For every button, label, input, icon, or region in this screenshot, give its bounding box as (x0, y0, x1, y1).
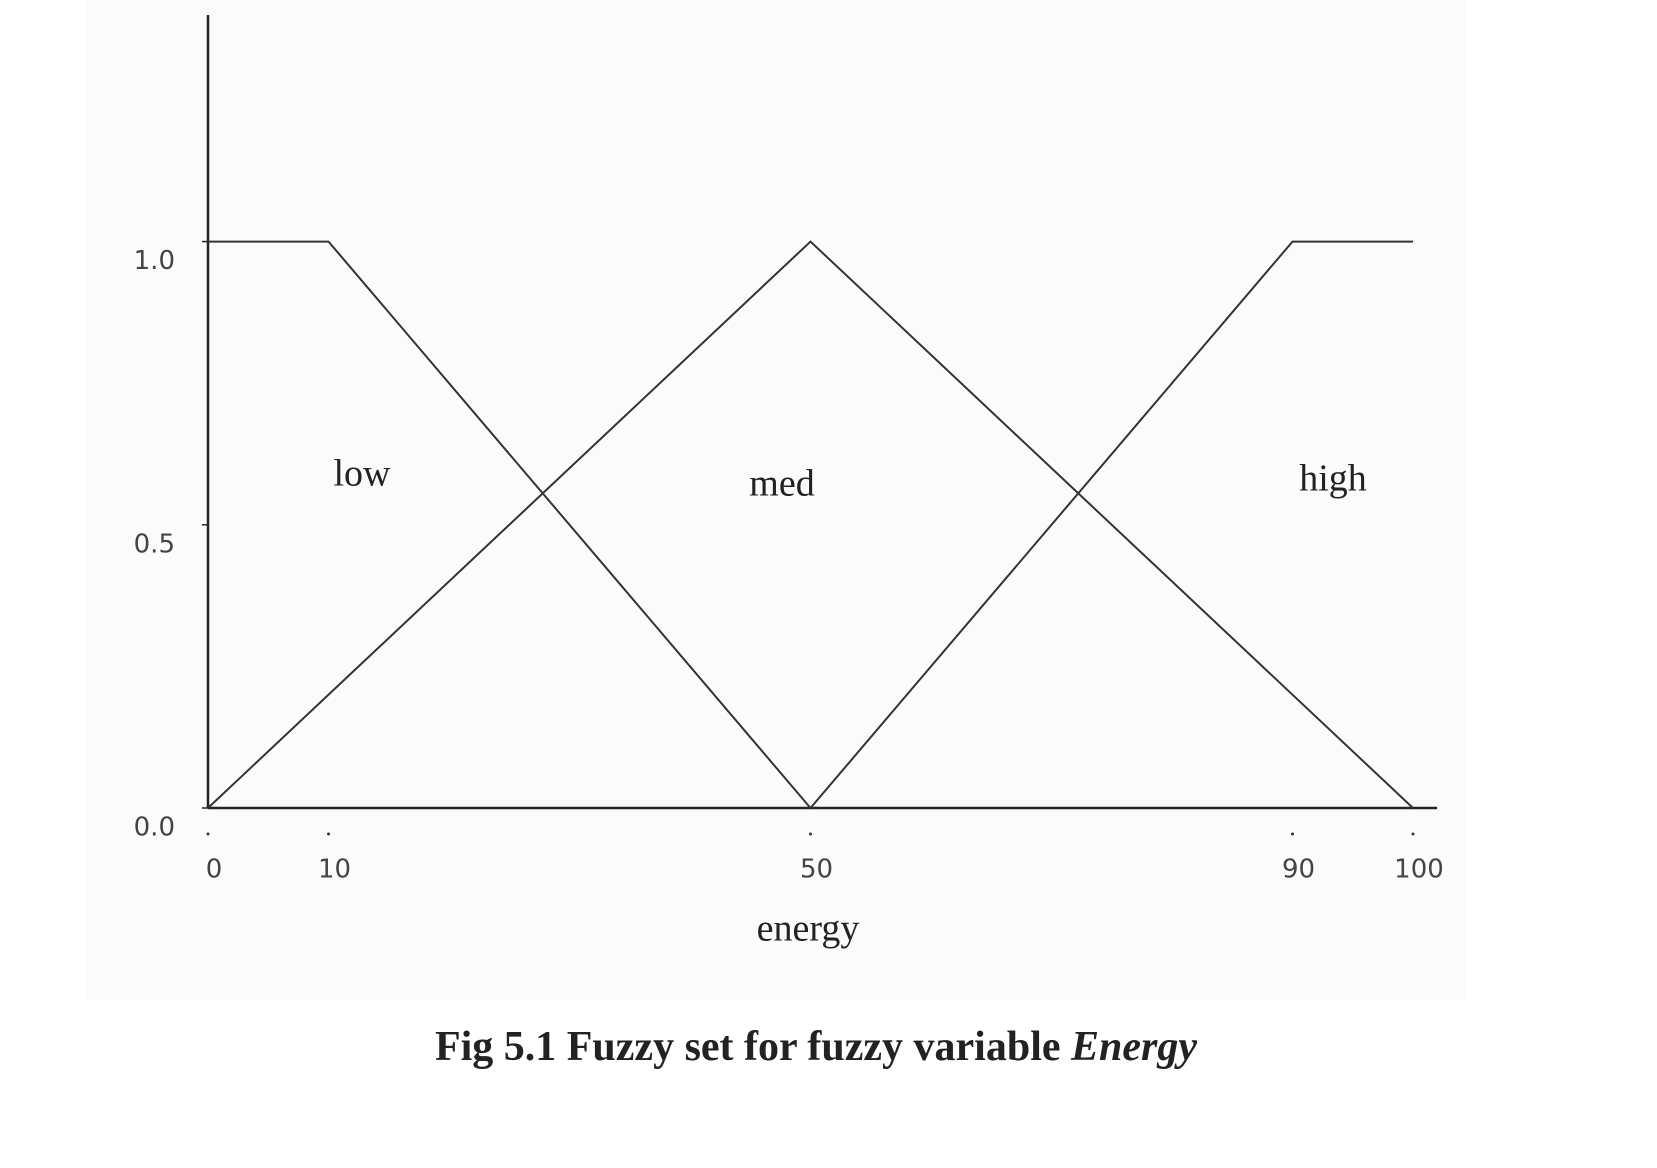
series-label: high (1299, 458, 1367, 500)
series-label: low (334, 453, 392, 495)
x-tick-label: 90 (1282, 855, 1315, 885)
x-tick-label: 50 (800, 855, 833, 885)
x-axis-label: energy (757, 908, 860, 950)
x-tick-label: 10 (318, 855, 351, 885)
series-line (809, 240, 1413, 809)
x-tick-dot (1291, 832, 1294, 836)
x-tick-label: 0 (206, 855, 223, 885)
caption: Fig 5.1 Fuzzy set for fuzzy variable Ene… (435, 1024, 1197, 1070)
series-line (207, 240, 1414, 809)
series-line (208, 240, 812, 809)
x-tick-dot (206, 832, 210, 836)
x-tick-dot (809, 832, 812, 836)
y-tick-label: 0.5 (134, 529, 175, 559)
x-tick-label: 100 (1394, 855, 1444, 885)
series-label: med (749, 463, 814, 505)
x-tick-dot (1411, 832, 1415, 836)
plot-background (85, 0, 1465, 1000)
y-tick-label: 0.0 (134, 813, 175, 843)
y-tick-label: 1.0 (134, 246, 175, 276)
caption-emphasis: Energy (1070, 1024, 1197, 1070)
caption-text: Fig 5.1 Fuzzy set for fuzzy variable (435, 1024, 1061, 1070)
x-tick-dot (327, 832, 330, 836)
